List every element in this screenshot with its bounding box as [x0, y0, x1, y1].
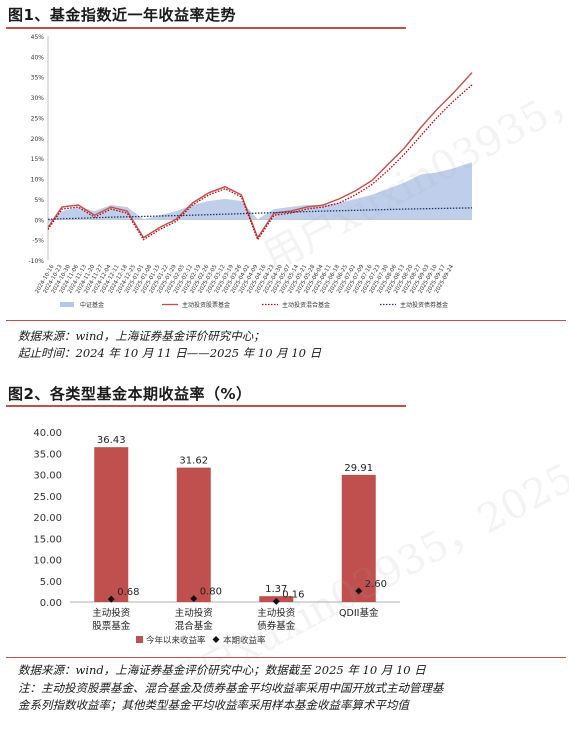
y-tick-label: 25.00: [33, 492, 62, 503]
y-tick-label: 20.00: [33, 513, 62, 524]
chart1-tick-labels: -10%-5%0%5%10%15%20%25%30%35%40%45%2024-…: [28, 34, 455, 295]
legend-swatch-marker: [212, 636, 220, 643]
y-tick-label: 35%: [31, 75, 45, 82]
bar: [176, 467, 211, 602]
legend-swatch-bar: [136, 636, 143, 643]
marker-data-label: 0.68: [117, 587, 139, 598]
legend-label: 中证基金: [80, 301, 104, 309]
y-tick-label: 30.00: [33, 471, 62, 482]
y-tick-label: 40%: [31, 54, 45, 61]
y-tick-label: -10%: [28, 258, 44, 265]
line-chart: -10%-5%0%5%10%15%20%25%30%35%40%45%2024-…: [28, 34, 473, 309]
marker-data-label: 2.60: [365, 579, 387, 590]
chart1-series: [47, 72, 473, 242]
bar-data-label: 31.62: [179, 456, 208, 467]
y-tick-label: 40.00: [33, 428, 62, 439]
y-tick-label: 10.00: [33, 556, 62, 567]
figure1-title-rule: [6, 27, 406, 29]
x-category-label: 主动投资: [175, 607, 214, 619]
chart1-legend: 中证基金 主动投资股票基金 主动投资混合基金 主动投资债券基金: [60, 301, 448, 309]
legend-swatch: [60, 302, 74, 307]
chart2-legend: 今年以来收益率 本期收益率: [136, 635, 266, 646]
y-tick-label: 0.00: [40, 598, 62, 609]
figure1-title: 图1、基金指数近一年收益率走势: [8, 6, 236, 24]
figure2-note-line2: 金系列指数收益率；其他类型基金平均收益率采用样本基金收益率算术平均值: [18, 698, 409, 712]
legend-label: 主动投资混合基金: [282, 301, 330, 309]
figure2-note-line1: 注：主动投资股票基金、混合基金及债券基金平均收益率采用中国开放式主动管理基: [18, 681, 444, 695]
y-tick-label: 20%: [31, 136, 45, 143]
y-tick-label: 30%: [31, 95, 45, 102]
legend-label: 今年以来收益率: [146, 635, 206, 646]
marker-point: [190, 595, 198, 603]
bar-chart: 0.00 5.00 10.00 15.00 20.00 25.00 30.00 35.00 40…: [33, 428, 400, 646]
y-tick-label: 0%: [34, 217, 44, 224]
x-category-label: QDII基金: [339, 607, 379, 619]
figure2-title: 图2、各类型基金本期收益率（%）: [8, 385, 252, 403]
y-tick-label: 15.00: [33, 534, 62, 545]
figure2-bottom-rule: [6, 657, 566, 658]
y-tick-label: -5%: [32, 238, 44, 245]
legend-label: 主动投资债券基金: [400, 301, 448, 309]
x-category-label: 主动投资: [257, 607, 296, 619]
y-tick-label: 35.00: [33, 449, 62, 460]
y-tick-label: 5%: [34, 197, 44, 204]
legend-label: 主动投资股票基金: [182, 301, 230, 309]
series-line: [47, 72, 473, 240]
x-category-label: 股票基金: [92, 620, 131, 632]
chart2-bars: [94, 447, 376, 605]
series-area-csi-fund: [48, 162, 472, 224]
series-line: [47, 84, 473, 242]
x-category-label: 混合基金: [175, 620, 214, 632]
x-category-label: 债券基金: [257, 620, 296, 632]
y-tick-label: 5.00: [40, 577, 62, 588]
bar: [94, 447, 129, 602]
figure1-period: 起止时间：2024 年 10 月 11 日——2025 年 10 月 10 日: [18, 346, 322, 360]
figure1-bottom-rule: [6, 320, 566, 321]
figure1-source: 数据来源：wind，上海证券基金评价研究中心；: [18, 329, 265, 343]
figure2-source: 数据来源：wind，上海证券基金评价研究中心；数据截至 2025 年 10 月 …: [18, 663, 426, 677]
marker-data-label: 0.80: [200, 587, 222, 598]
marker-point: [107, 595, 115, 603]
y-tick-label: 25%: [31, 115, 45, 122]
marker-data-label: 0.16: [282, 589, 304, 600]
y-tick-label: 45%: [31, 34, 45, 41]
chart2-tick-labels: 0.00 5.00 10.00 15.00 20.00 25.00 30.00 35.00 40…: [33, 428, 387, 632]
chart1-axes: [47, 36, 472, 260]
bar-data-label: 1.37: [265, 584, 287, 595]
y-tick-label: 15%: [31, 156, 45, 163]
legend-label: 本期收益率: [223, 635, 266, 646]
figure2-title-rule: [6, 405, 406, 407]
y-tick-label: 10%: [31, 177, 45, 184]
bar: [341, 474, 376, 602]
x-category-label: 主动投资: [92, 607, 131, 619]
bar-data-label: 29.91: [344, 463, 373, 474]
bar-data-label: 36.43: [97, 435, 126, 446]
marker-point: [355, 587, 363, 595]
marker-point: [272, 597, 280, 605]
